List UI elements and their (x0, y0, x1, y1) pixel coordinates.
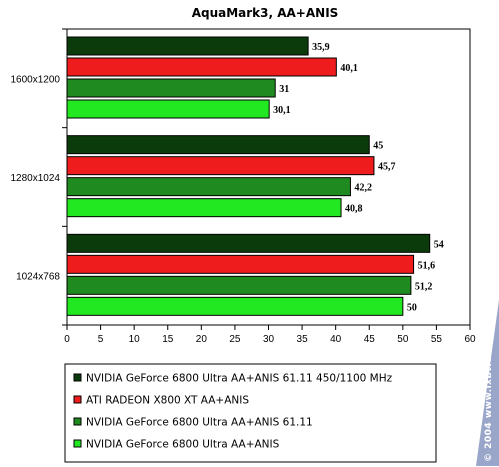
legend: NVIDIA GeForce 6800 Ultra AA+ANIS 61.11 … (64, 363, 437, 463)
bar (66, 36, 309, 56)
bar (66, 57, 337, 77)
category-label: 1280x1024 (11, 173, 61, 184)
bar (66, 198, 342, 218)
x-tick-label: 5 (98, 334, 104, 345)
legend-entry: NVIDIA GeForce 6800 Ultra AA+ANIS 61.11 (86, 417, 313, 429)
bar (66, 78, 276, 98)
category-label: 1600x1200 (11, 74, 61, 85)
data-label: 51,6 (418, 260, 436, 271)
x-tick-label: 10 (129, 334, 141, 345)
data-label: 40,8 (345, 204, 363, 215)
bar (66, 177, 351, 197)
x-tick-label: 55 (431, 334, 443, 345)
bar (66, 156, 375, 176)
bar (66, 296, 404, 316)
data-label: 42,2 (354, 183, 372, 194)
x-tick-label: 15 (162, 334, 174, 345)
data-label: 31 (279, 84, 289, 95)
category-label: 1024x768 (16, 272, 60, 283)
bar (66, 135, 370, 155)
watermark: © 2004 www.ixbt.com © 2004 www.digit-lif… (476, 189, 499, 466)
legend-swatch (73, 439, 82, 448)
data-label: 45,7 (378, 162, 396, 173)
data-label: 30,1 (273, 105, 291, 116)
bar (66, 99, 270, 119)
legend-entry: NVIDIA GeForce 6800 Ultra AA+ANIS (86, 439, 280, 451)
x-tick-label: 50 (397, 334, 409, 345)
legend-swatch (73, 417, 82, 426)
legend-swatch (73, 395, 82, 404)
data-label: 35,9 (312, 42, 330, 53)
legend-entry: ATI RADEON X800 XT AA+ANIS (86, 395, 249, 407)
x-tick-label: 45 (364, 334, 376, 345)
legend-box (64, 363, 437, 463)
data-label: 45 (373, 141, 383, 152)
data-label: 54 (434, 239, 444, 250)
x-tick-label: 20 (196, 334, 208, 345)
x-tick-label: 60 (464, 334, 476, 345)
bar (66, 254, 415, 274)
x-tick-label: 30 (263, 334, 275, 345)
plot-area: 1600x1200 1280x1024 1024x768 0 5 10 15 20 25 30 35… (11, 28, 476, 345)
data-label: 40,1 (340, 63, 358, 74)
bar (66, 233, 431, 253)
x-tick-label: 40 (330, 334, 342, 345)
legend-entry: NVIDIA GeForce 6800 Ultra AA+ANIS 61.11 … (86, 373, 393, 385)
x-tick-label: 0 (64, 334, 70, 345)
x-tick-label: 25 (229, 334, 241, 345)
x-tick-label: 35 (297, 334, 309, 345)
legend-swatch (73, 373, 82, 382)
data-label: 51,2 (415, 281, 433, 292)
data-label: 50 (407, 302, 417, 313)
bar (66, 275, 412, 295)
watermark-text: © 2004 www.ixbt.com © 2004 www.digit-lif… (484, 189, 494, 462)
chart-title: AquaMark3, AA+ANIS (192, 6, 339, 20)
